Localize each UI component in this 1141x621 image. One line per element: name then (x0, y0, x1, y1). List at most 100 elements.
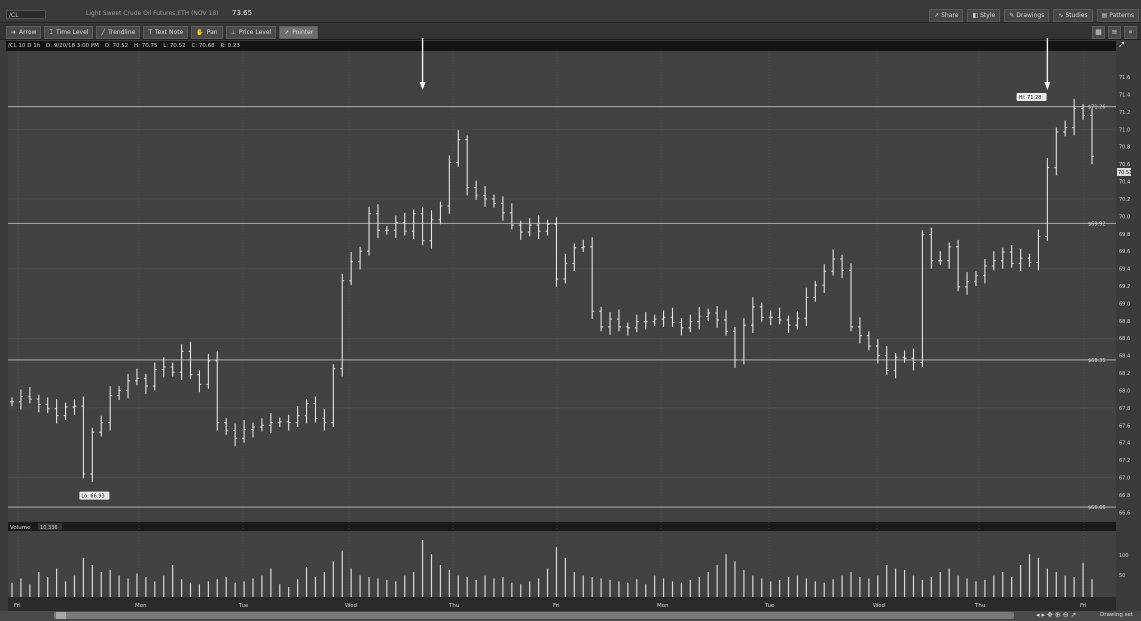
arrow-tool-button[interactable]: ➔ Arrow (6, 26, 42, 39)
current-price-box (1117, 167, 1131, 176)
volume-bar (743, 569, 745, 597)
patterns-button[interactable]: ▤ Patterns (1096, 9, 1139, 22)
volume-bar (243, 581, 245, 597)
volume-bar (912, 575, 915, 597)
volume-bar (868, 578, 870, 597)
share-button[interactable]: ↗ Share (929, 9, 964, 22)
x-tick-label: Tue (764, 603, 775, 609)
volume-bar (127, 578, 129, 597)
symbol-input[interactable]: /CL (6, 10, 46, 19)
collapse-icon[interactable]: « (1124, 26, 1137, 39)
volume-bar (671, 581, 674, 597)
ohlc-info-bar: /CL 10 D 1h D: 9/20/18 3:00 PM O: 70.52 … (8, 43, 244, 49)
y-tick-label: 71.6 (1119, 75, 1130, 81)
volume-bar (573, 572, 575, 597)
annotation-box (1016, 92, 1047, 101)
volume-bar (29, 584, 31, 597)
volume-bar (796, 575, 799, 597)
volume-bar (930, 577, 932, 597)
volume-bar (609, 579, 611, 597)
zoom-out-icon[interactable]: ⊖ (1062, 611, 1069, 619)
price-axis[interactable] (1116, 51, 1141, 597)
zoom-in-icon[interactable]: ⊕ (1054, 611, 1061, 619)
pan-tool-button[interactable]: ✋ Pan (191, 26, 223, 39)
scroll-right-icon[interactable]: ▸ (1041, 611, 1046, 619)
scrollbar-thumb[interactable] (56, 612, 66, 619)
volume-bar (100, 572, 102, 597)
pan-icon: ✋ (196, 29, 204, 36)
volume-bar (234, 582, 236, 597)
volume-bar (886, 564, 888, 597)
studies-button[interactable]: ∿ Studies (1053, 9, 1093, 22)
pointer-tool-button[interactable]: ➚ Pointer (279, 26, 319, 39)
volume-bar (814, 581, 816, 597)
price-level-label: $66.66 (1088, 505, 1106, 511)
volume-bar (198, 584, 201, 597)
volume-bar (1064, 575, 1066, 597)
volume-bar (582, 575, 584, 597)
volume-bar (216, 579, 218, 597)
volume-bar (600, 578, 602, 597)
volume-bar (529, 581, 531, 597)
volume-bar (752, 575, 754, 597)
annotation-label: Lo: 66.93 (81, 494, 104, 500)
y-tick-label: 68.8 (1119, 319, 1130, 325)
volume-bar (770, 581, 772, 597)
volume-bar (457, 575, 459, 597)
volume-bar (332, 561, 334, 597)
menu-icon[interactable]: ≡ (1108, 26, 1121, 39)
text-note-tool-button[interactable]: T Text Note (143, 26, 189, 39)
volume-bar (136, 573, 138, 597)
volume-bar (787, 577, 790, 597)
x-tick-label: Wed (345, 603, 357, 609)
volume-bar (189, 582, 192, 597)
price-level-tool-button[interactable]: ⊥ Price Level (225, 26, 277, 39)
volume-bar (297, 579, 299, 597)
volume-bar (805, 578, 807, 597)
volume-bar (877, 575, 879, 597)
drawings-icon: ✎ (1009, 12, 1015, 19)
y-tick-label: 66.6 (1119, 510, 1130, 516)
volume-bar (288, 587, 290, 597)
y-tick-label: 71.2 (1119, 110, 1130, 116)
scroll-left-icon[interactable]: ◂ (1036, 611, 1040, 619)
volume-bar (725, 554, 727, 597)
style-button[interactable]: ◧ Style (967, 9, 1001, 22)
volume-bar (832, 579, 834, 597)
y-tick-label: 69.6 (1119, 249, 1130, 255)
volume-bar (921, 579, 924, 597)
volume-bar (903, 569, 906, 597)
volume-bar (1037, 557, 1040, 597)
volume-bar (341, 550, 343, 597)
drawings-button[interactable]: ✎ Drawings (1004, 9, 1050, 22)
info-open: O: 70.52 (104, 43, 129, 49)
volume-bar (841, 575, 843, 597)
volume-bar (439, 564, 442, 597)
pan-icon[interactable]: ✥ (1047, 611, 1053, 619)
volume-bar (314, 577, 317, 597)
volume-bar (466, 577, 468, 597)
time-scrollbar[interactable] (54, 612, 1014, 619)
cursor-icon[interactable]: ➚ (1070, 611, 1077, 619)
y-tick-label: 71.4 (1119, 93, 1130, 99)
volume-bar (448, 569, 450, 597)
grid-layout-icon[interactable]: ▦ (1092, 26, 1105, 39)
volume-bar (73, 575, 76, 597)
info-high: H: 70.75 (134, 43, 158, 49)
volume-bar (680, 582, 683, 597)
volume-bar (520, 584, 522, 597)
arrow-head-icon (1044, 82, 1051, 90)
y-tick-label: 70.4 (1119, 180, 1130, 186)
volume-header (8, 522, 1116, 531)
time-level-tool-button[interactable]: ⌶ Time Level (44, 26, 94, 39)
x-tick-label: Fri (553, 603, 560, 609)
volume-bar (984, 579, 986, 597)
current-price-label: 70.51 (1118, 170, 1132, 176)
trendline-tool-button[interactable]: ╱ Trendline (96, 26, 141, 39)
patterns-icon: ▤ (1101, 12, 1108, 19)
y-tick-label: 67.4 (1119, 441, 1130, 447)
x-tick-label: Thu (974, 603, 985, 609)
volume-bar (1002, 572, 1004, 597)
volume-bar (145, 577, 147, 597)
